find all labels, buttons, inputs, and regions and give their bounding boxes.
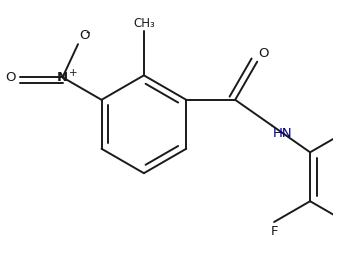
Text: HN: HN [273, 127, 293, 140]
Text: O: O [79, 29, 90, 42]
Text: O: O [258, 47, 269, 60]
Text: O: O [5, 71, 16, 84]
Text: CH₃: CH₃ [133, 17, 155, 30]
Text: F: F [270, 225, 278, 238]
Text: N: N [57, 71, 68, 84]
Text: -: - [85, 26, 90, 40]
Text: +: + [69, 68, 78, 78]
